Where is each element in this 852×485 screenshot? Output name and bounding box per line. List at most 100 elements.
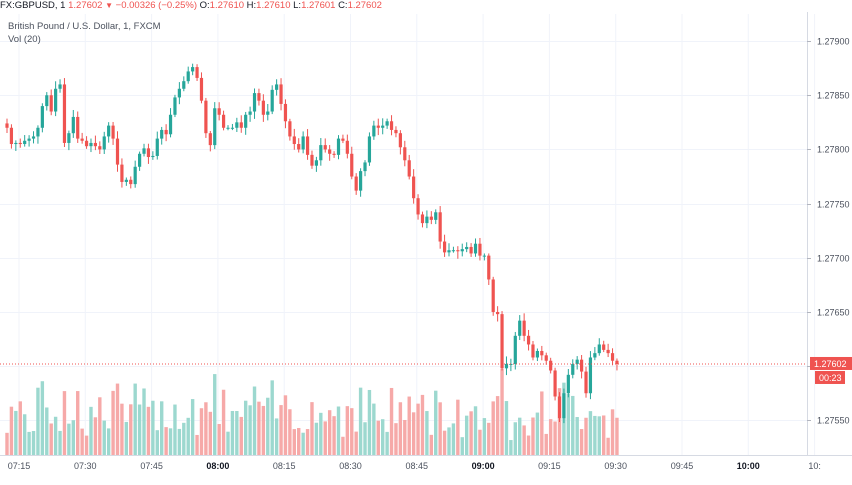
candle-body: [80, 138, 84, 141]
candle-body: [597, 344, 601, 354]
volume-bar: [84, 435, 89, 455]
candle-body: [531, 344, 535, 358]
candle-body: [451, 250, 456, 252]
candle-body: [593, 353, 597, 358]
last-price: 1.27602: [68, 0, 103, 11]
volume-bar: [389, 387, 394, 455]
candle-body: [305, 136, 310, 155]
candle-body: [425, 216, 429, 224]
time-tick-label: 08:15: [273, 461, 296, 471]
candle-body: [496, 311, 500, 315]
volume-bar: [447, 427, 451, 455]
candle-body: [54, 88, 58, 112]
countdown-tag-bg: [815, 370, 845, 384]
current-price-tag-bg: [810, 356, 852, 370]
volume-bar: [5, 432, 9, 455]
candle-body: [434, 212, 438, 220]
close-label: C:: [338, 0, 348, 11]
candle-body: [115, 138, 120, 165]
volume-bar: [93, 417, 98, 455]
candle-body: [142, 148, 146, 154]
volume-bar: [22, 414, 27, 455]
volume-bar: [588, 411, 593, 455]
candle-body: [557, 396, 562, 419]
volume-bar: [354, 431, 358, 455]
candle-body: [146, 148, 151, 158]
volume-bar: [403, 419, 407, 455]
candle-body: [257, 93, 261, 101]
candle-body: [465, 246, 469, 250]
volume-bar: [310, 402, 314, 455]
volume-bar: [305, 429, 310, 455]
volume-bar: [297, 427, 301, 455]
candle-body: [239, 122, 243, 128]
candle-body: [482, 255, 486, 257]
volume-bar: [358, 387, 363, 455]
volume-bar: [571, 395, 575, 455]
candle-body: [513, 335, 517, 364]
series-title[interactable]: British Pound / U.S. Dollar, 1, FXCM: [8, 21, 161, 32]
volume-bar: [155, 430, 159, 455]
volume-bar: [9, 406, 14, 455]
candle-body: [133, 166, 137, 185]
candle-body: [297, 144, 301, 150]
candle-body: [447, 250, 451, 253]
time-tick-label: 08:30: [339, 461, 362, 471]
price-tick-label: 1.27850: [817, 91, 850, 101]
volume-bar: [151, 400, 155, 455]
price-axis[interactable]: 1.27900 1.27850 1.27800 1.27750 1.27700 1.276…: [807, 37, 850, 426]
candle-body: [107, 125, 111, 137]
time-tick-label: 08:45: [406, 461, 429, 471]
volume-bar: [204, 402, 208, 455]
candle-body: [363, 162, 367, 172]
candle-body: [217, 108, 221, 115]
price-change: −0.00326 (−0.25%): [115, 0, 197, 11]
volume-bar: [350, 408, 354, 455]
candle-body: [473, 243, 478, 254]
candle-body: [89, 142, 93, 147]
candle-body: [323, 145, 327, 150]
volume-bar: [372, 403, 376, 455]
symbol-label[interactable]: FX:GBPUSD, 1: [0, 0, 66, 11]
volume-bars: [5, 368, 619, 455]
candle-body: [151, 155, 155, 158]
candle-body: [261, 100, 265, 115]
low-label: L:: [293, 0, 302, 11]
candle-body: [522, 320, 526, 336]
candle-body: [412, 176, 416, 199]
volume-bar: [71, 420, 75, 455]
volume-bar: [261, 405, 266, 455]
volume-bar: [336, 406, 341, 455]
volume-bar: [531, 417, 535, 455]
candle-body: [76, 116, 80, 139]
volume-bar: [429, 434, 434, 455]
volume-indicator-label[interactable]: Vol (20): [8, 34, 41, 45]
time-axis[interactable]: 07:15 07:30 07:45 08:00 08:15 08:30 08:45 09:00…: [8, 461, 821, 471]
candle-body: [160, 129, 164, 139]
volume-bar: [195, 434, 199, 455]
volume-bar: [129, 404, 133, 455]
volume-bar: [522, 425, 526, 455]
candle-body: [615, 360, 619, 364]
volume-bar: [120, 403, 124, 455]
volume-bar: [460, 437, 464, 455]
high-label: H:: [246, 0, 257, 11]
volume-bar: [142, 388, 146, 455]
volume-bar: [266, 397, 270, 455]
volume-bar: [367, 389, 372, 455]
candle-body: [319, 145, 323, 161]
volume-bar: [226, 431, 230, 455]
volume-bar: [173, 404, 177, 455]
countdown-label: 00:23: [819, 373, 842, 383]
volume-bar: [615, 417, 619, 455]
candle-body: [438, 212, 442, 242]
candle-body: [9, 127, 14, 145]
candle-body: [213, 108, 217, 146]
down-arrow-icon: ▼: [105, 1, 114, 10]
volume-bar: [478, 429, 482, 455]
candle-body: [350, 153, 354, 177]
candle-body: [252, 93, 257, 112]
candle-body: [195, 67, 199, 78]
candle-body: [186, 71, 190, 82]
